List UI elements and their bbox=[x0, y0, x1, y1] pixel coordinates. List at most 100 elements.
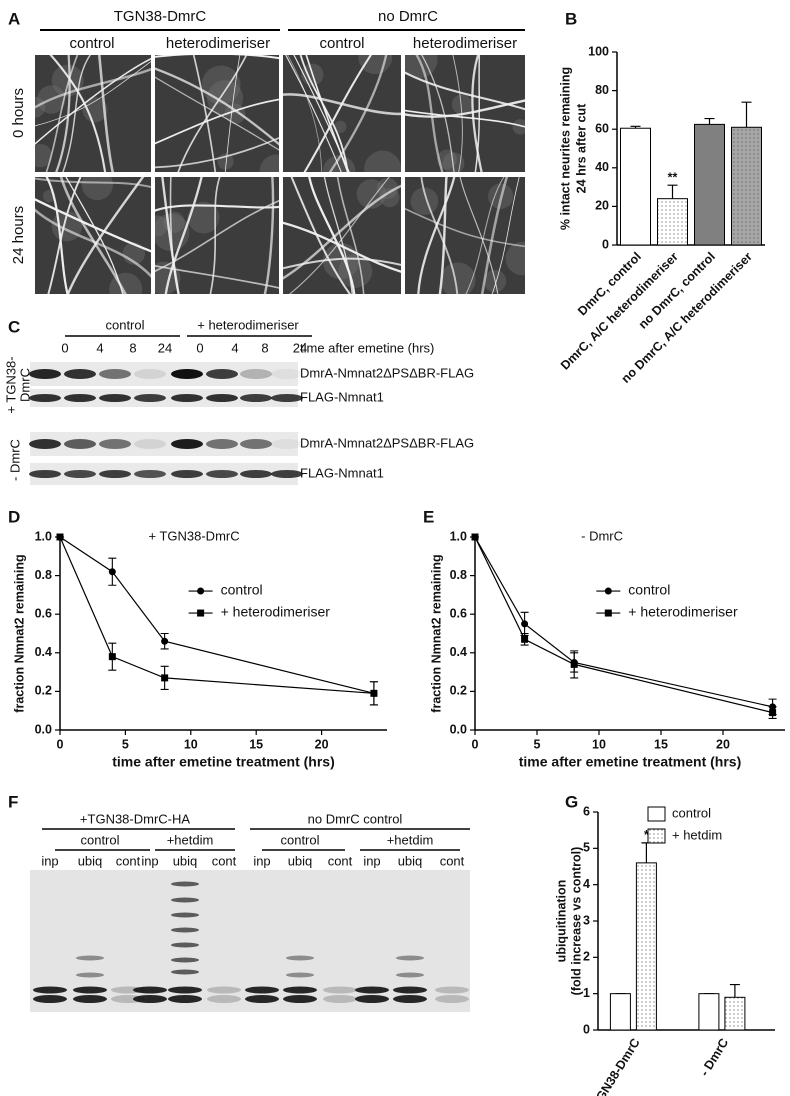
blot-band bbox=[99, 394, 131, 402]
series-line bbox=[474, 536, 773, 714]
blot-band bbox=[283, 986, 317, 994]
blot-band bbox=[64, 369, 96, 379]
series-line bbox=[474, 536, 773, 708]
neurite bbox=[405, 109, 525, 128]
band-label: DmrA-Nmnat2ΔPSΔBR-FLAG bbox=[300, 365, 474, 380]
neurite bbox=[308, 177, 356, 294]
error-bar bbox=[641, 842, 652, 863]
blot-band bbox=[206, 369, 238, 379]
y-tick-label: 0.4 bbox=[450, 645, 467, 659]
y-axis-label: fraction Nmnat2 remaining bbox=[12, 554, 26, 712]
y-tick-label: 6 bbox=[583, 804, 590, 818]
micrograph-haze bbox=[505, 241, 525, 276]
neurite bbox=[405, 99, 525, 118]
panel-label: A bbox=[8, 9, 20, 28]
marker bbox=[161, 674, 169, 682]
marker bbox=[56, 533, 64, 541]
marker bbox=[521, 620, 529, 628]
bar bbox=[731, 126, 762, 246]
neurite bbox=[49, 55, 107, 172]
blot-band bbox=[355, 986, 389, 994]
neurite bbox=[405, 207, 525, 248]
micrograph bbox=[405, 55, 525, 172]
chart-title: + TGN38-DmrC bbox=[148, 528, 239, 543]
blot-band bbox=[206, 470, 238, 478]
neurite bbox=[224, 55, 241, 172]
y-tick-label: 20 bbox=[595, 199, 609, 213]
error-bar bbox=[741, 101, 752, 128]
blot-band bbox=[134, 470, 166, 478]
neurite bbox=[155, 55, 279, 60]
micrograph bbox=[155, 177, 279, 294]
blot-band bbox=[271, 369, 303, 379]
micrograph-haze bbox=[380, 187, 400, 208]
x-tick-label: - DmrC bbox=[697, 1036, 731, 1079]
y-tick-label: 60 bbox=[595, 121, 609, 135]
lane-label: inp bbox=[141, 853, 158, 868]
panel-label: E bbox=[423, 507, 434, 526]
neurite bbox=[415, 55, 444, 172]
y-tick-label: 0.2 bbox=[35, 684, 52, 698]
blot-band bbox=[64, 439, 96, 449]
neurite bbox=[285, 55, 342, 172]
bar bbox=[698, 993, 720, 1031]
x-tick-label: 0 bbox=[472, 737, 479, 751]
neurite bbox=[328, 55, 388, 172]
micrograph-haze bbox=[81, 177, 113, 201]
blot-band bbox=[286, 972, 314, 978]
row-label: 24 hours bbox=[10, 206, 27, 264]
neurite bbox=[420, 177, 459, 294]
neurite bbox=[155, 67, 279, 146]
blot-band bbox=[134, 394, 166, 402]
marker bbox=[521, 635, 529, 643]
blot-band bbox=[171, 957, 199, 963]
micrograph-haze bbox=[451, 94, 472, 115]
blot-band bbox=[29, 369, 61, 379]
y-tick-label: 0 bbox=[602, 237, 609, 251]
y-tick-label: 0.2 bbox=[450, 684, 467, 698]
blot-band bbox=[207, 986, 241, 994]
blot-band bbox=[271, 394, 303, 402]
blot-band bbox=[134, 439, 166, 449]
lane-label: 0 bbox=[61, 340, 68, 355]
panel-label: D bbox=[8, 507, 20, 526]
lane-label: cont bbox=[212, 853, 237, 868]
neurite bbox=[209, 177, 221, 294]
y-axis-label: fraction Nmnat2 remaining bbox=[429, 554, 443, 712]
subgroup-label: +hetdim bbox=[167, 832, 214, 847]
neurite bbox=[474, 55, 481, 172]
blot-band bbox=[73, 986, 107, 994]
micrograph bbox=[283, 55, 401, 172]
neurite bbox=[47, 177, 82, 294]
condition-label: control bbox=[69, 35, 114, 52]
series-line bbox=[59, 536, 375, 694]
blot-band bbox=[171, 439, 203, 449]
significance-label: * bbox=[644, 828, 649, 842]
neurite bbox=[287, 55, 322, 172]
neurite bbox=[66, 177, 145, 294]
legend-marker bbox=[604, 609, 612, 617]
legend-swatch bbox=[647, 828, 666, 844]
micrograph-haze bbox=[376, 177, 399, 200]
error-bar bbox=[704, 117, 715, 125]
blot-band bbox=[171, 912, 199, 918]
subgroup-label: control bbox=[280, 832, 319, 847]
blot-band bbox=[99, 439, 131, 449]
blot-band bbox=[171, 369, 203, 379]
blot-band bbox=[33, 986, 67, 994]
legend-label: + heterodimeriser bbox=[221, 604, 331, 620]
micrograph-haze bbox=[201, 65, 241, 105]
group-label: no DmrC bbox=[378, 8, 438, 25]
y-axis-label: (fold increase vs control) bbox=[569, 847, 583, 996]
micrograph-haze bbox=[259, 154, 279, 172]
neurite bbox=[283, 93, 401, 116]
group-label: TGN38-DmrC bbox=[114, 8, 207, 25]
blot-band bbox=[245, 986, 279, 994]
blot-band bbox=[283, 995, 317, 1003]
lane-label: 4 bbox=[231, 340, 238, 355]
bar bbox=[694, 123, 725, 246]
legend-label: + heterodimeriser bbox=[628, 604, 738, 620]
micrograph bbox=[405, 177, 525, 294]
error-bar bbox=[729, 983, 740, 998]
